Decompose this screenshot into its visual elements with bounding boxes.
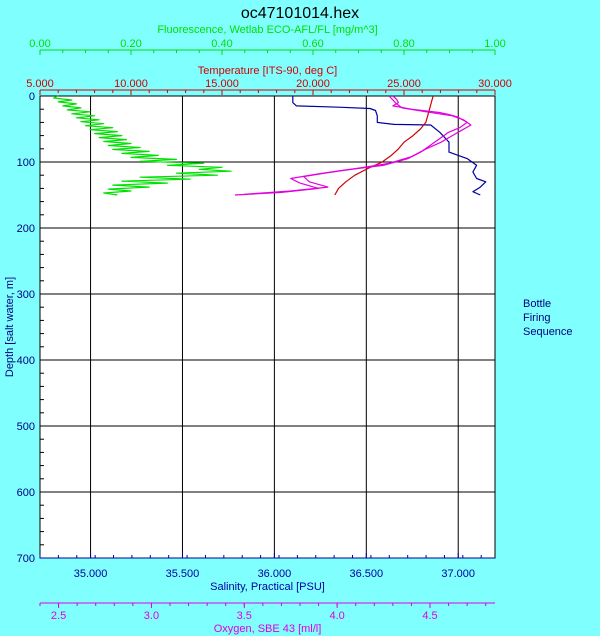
fluorescence-tick-label: 0.00 [29, 38, 50, 50]
oxygen-tick-label: 3.5 [237, 610, 252, 622]
salinity-tick-label: 36.000 [258, 568, 292, 580]
depth-tick-label: 400 [17, 355, 35, 367]
temperature-tick-label: 15.000 [205, 78, 239, 90]
y-axis-label: Depth [salt water, m] [4, 277, 16, 377]
legend-line-3: Sequence [523, 326, 573, 338]
fluorescence-tick-label: 0.80 [393, 38, 414, 50]
temperature-tick-label: 10.000 [114, 78, 148, 90]
oxygen-series-line-3 [244, 95, 472, 195]
temperature-tick-label: 25.000 [387, 78, 421, 90]
chart-title: oc47101014.hex [241, 5, 359, 22]
oxygen-tick-label: 4.5 [422, 610, 437, 622]
oxygen-tick-label: 2.5 [51, 610, 66, 622]
fluorescence-tick-label: 0.60 [302, 38, 323, 50]
salinity-tick-label: 35.000 [74, 568, 108, 580]
oxygen-axis-title: Oxygen, SBE 43 [ml/l] [214, 623, 322, 635]
depth-tick-label: 200 [17, 223, 35, 235]
salinity-tick-label: 37.000 [441, 568, 475, 580]
fluorescence-axis-title: Fluorescence, Wetlab ECO-AFL/FL [mg/m^3] [157, 24, 377, 36]
depth-tick-label: 0 [29, 91, 35, 103]
fluorescence-series-line-4 [52, 95, 232, 196]
plot-layer [52, 95, 487, 196]
oxygen-tick-label: 3.0 [144, 610, 159, 622]
plot-frame [39, 95, 496, 559]
depth-tick-label: 300 [17, 289, 35, 301]
depth-tick-label: 600 [17, 487, 35, 499]
salinity-axis-title: Salinity, Practical [PSU] [210, 581, 325, 593]
temperature-tick-label: 5.000 [26, 78, 54, 90]
legend-line-2: Firing [523, 312, 551, 324]
temperature-tick-label: 20.000 [296, 78, 330, 90]
depth-tick-label: 500 [17, 421, 35, 433]
temperature-tick-label: 30.000 [478, 78, 512, 90]
depth-tick-label: 100 [17, 157, 35, 169]
fluorescence-tick-label: 1.00 [484, 38, 505, 50]
salinity-tick-label: 35.500 [166, 568, 200, 580]
temperature-axis-title: Temperature [ITS-90, deg C] [198, 65, 337, 77]
fluorescence-tick-label: 0.20 [120, 38, 141, 50]
fluorescence-tick-label: 0.40 [211, 38, 232, 50]
legend-line-1: Bottle [523, 298, 551, 310]
axes-layer: 0 100 200 300 400 500 600 700 0.00 0.20 0.40 0.60 0.… [17, 24, 512, 635]
legend: Bottle Firing Sequence [523, 298, 573, 338]
salinity-series-line-0 [292, 96, 487, 196]
oxygen-tick-label: 4.0 [329, 610, 344, 622]
salinity-tick-label: 36.500 [349, 568, 383, 580]
depth-tick-label: 700 [17, 553, 35, 565]
